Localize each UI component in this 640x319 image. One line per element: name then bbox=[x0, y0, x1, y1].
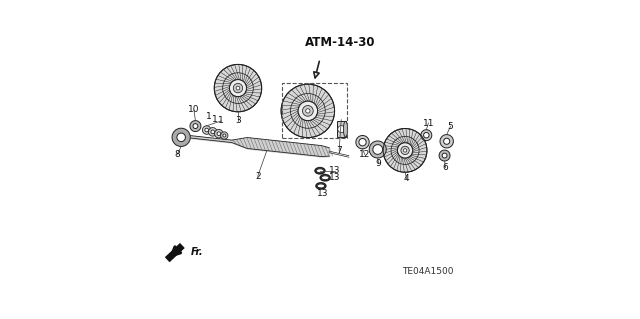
Text: 13: 13 bbox=[317, 189, 329, 198]
Circle shape bbox=[236, 86, 240, 90]
Wedge shape bbox=[214, 64, 262, 112]
Circle shape bbox=[403, 149, 407, 152]
Wedge shape bbox=[202, 126, 211, 134]
Wedge shape bbox=[369, 141, 386, 158]
Wedge shape bbox=[214, 130, 223, 138]
Text: Fr.: Fr. bbox=[191, 247, 204, 256]
Wedge shape bbox=[281, 84, 335, 137]
Text: 8: 8 bbox=[174, 150, 180, 159]
Text: 1: 1 bbox=[206, 112, 212, 121]
Wedge shape bbox=[190, 121, 201, 131]
Circle shape bbox=[230, 80, 246, 97]
Text: 7: 7 bbox=[336, 146, 342, 155]
Ellipse shape bbox=[344, 121, 348, 137]
Text: 12: 12 bbox=[359, 150, 371, 159]
Text: 2: 2 bbox=[255, 172, 260, 181]
Circle shape bbox=[306, 109, 310, 113]
Bar bbox=[282, 83, 348, 138]
Circle shape bbox=[397, 143, 413, 158]
Wedge shape bbox=[439, 150, 450, 161]
Text: 1: 1 bbox=[218, 116, 224, 125]
Circle shape bbox=[401, 146, 409, 155]
Text: 1: 1 bbox=[212, 115, 218, 123]
Text: 10: 10 bbox=[188, 106, 200, 115]
Text: 11: 11 bbox=[422, 119, 434, 128]
Text: ATM-14-30: ATM-14-30 bbox=[305, 36, 376, 49]
Wedge shape bbox=[440, 135, 453, 148]
Text: TE04A1500: TE04A1500 bbox=[402, 267, 454, 276]
Wedge shape bbox=[421, 130, 432, 141]
Circle shape bbox=[298, 101, 317, 121]
Text: 9: 9 bbox=[376, 159, 381, 168]
Text: 13: 13 bbox=[330, 173, 341, 182]
Wedge shape bbox=[356, 136, 369, 149]
Wedge shape bbox=[209, 128, 217, 136]
Wedge shape bbox=[221, 132, 228, 139]
Text: 3: 3 bbox=[235, 116, 241, 125]
Text: 5: 5 bbox=[448, 122, 454, 130]
Text: 13: 13 bbox=[330, 166, 341, 175]
Circle shape bbox=[303, 106, 313, 116]
Wedge shape bbox=[383, 129, 427, 172]
Text: 6: 6 bbox=[443, 163, 449, 172]
Wedge shape bbox=[172, 128, 190, 146]
Circle shape bbox=[234, 84, 243, 93]
Circle shape bbox=[338, 126, 345, 133]
Text: 4: 4 bbox=[404, 174, 410, 183]
FancyBboxPatch shape bbox=[337, 121, 346, 137]
